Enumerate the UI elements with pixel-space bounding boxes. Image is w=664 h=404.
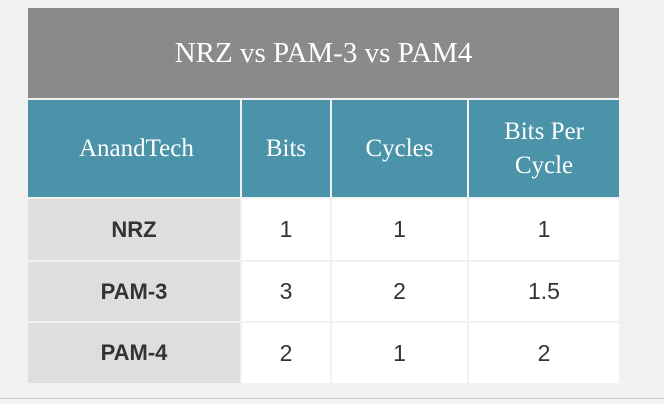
data-cell: 1.5 [469,262,619,321]
data-cell: 1 [332,199,467,260]
data-cell-text: 1 [279,216,293,242]
data-cell: 2 [242,323,330,383]
data-cell-text: 1 [393,339,406,366]
data-cell: 2 [469,323,619,383]
data-cell-text: 1 [393,216,406,242]
data-cell-text: 1 [537,216,551,242]
data-cell: 3 [242,262,330,321]
data-cell: 1 [469,199,619,260]
header-cell: Bits Per Cycle [469,100,619,197]
data-cell: 2 [332,262,467,321]
header-cell: Bits [242,100,330,197]
row-label-text: PAM-4 [100,340,168,365]
header-cell-text: Bits [265,134,307,162]
bottom-rule [0,398,664,399]
data-cell-text: 2 [393,278,406,304]
data-cell-text: 2 [537,339,551,366]
data-cell-text: 3 [279,278,293,304]
data-cell-text: 2 [279,339,293,366]
data-cell: 1 [332,323,467,383]
row-label-text: PAM-3 [100,278,168,304]
header-cell: Cycles [332,100,467,197]
header-cell-text: AnandTech [79,134,194,162]
table-title: NRZ vs PAM-3 vs PAM4 [28,8,619,98]
row-label: NRZ [28,199,240,260]
header-cell: AnandTech [28,100,240,197]
header-cell-text: Bits Per Cycle [504,117,584,179]
data-cell: 1 [242,199,330,260]
row-label-text: NRZ [111,216,157,242]
row-label: PAM-4 [28,323,240,383]
row-label: PAM-3 [28,262,240,321]
header-cell-text: Cycles [365,134,434,162]
data-cell-text: 1.5 [528,278,560,304]
